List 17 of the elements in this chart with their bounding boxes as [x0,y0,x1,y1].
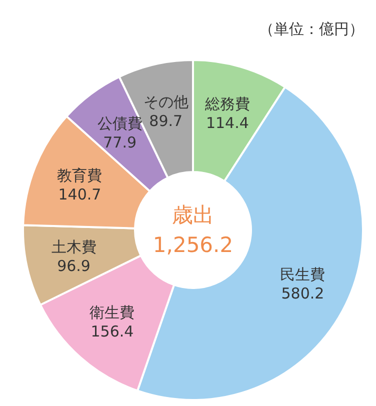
slice-label: 衛生費 [90,303,135,322]
text: （単位：億円） [259,20,364,38]
text: 1,256.2 [152,233,234,257]
data-label: 89.7 [149,112,183,130]
slice-label: その他 [143,93,188,112]
slice-label: 公債費 [97,114,142,132]
data-label: 77.9 [103,133,137,152]
slice-label: 土木費 [51,238,96,256]
slice-label: 民生費 [280,265,326,284]
data-label: 114.4 [206,114,249,132]
slice-label: 総務費 [204,94,250,113]
slice-label: 教育費 [57,166,102,185]
data-label: 96.9 [57,256,90,275]
text: 歳出 [172,203,214,227]
data-label: 580.2 [281,284,324,302]
data-label: 156.4 [90,322,134,340]
data-label: 140.7 [58,186,102,204]
